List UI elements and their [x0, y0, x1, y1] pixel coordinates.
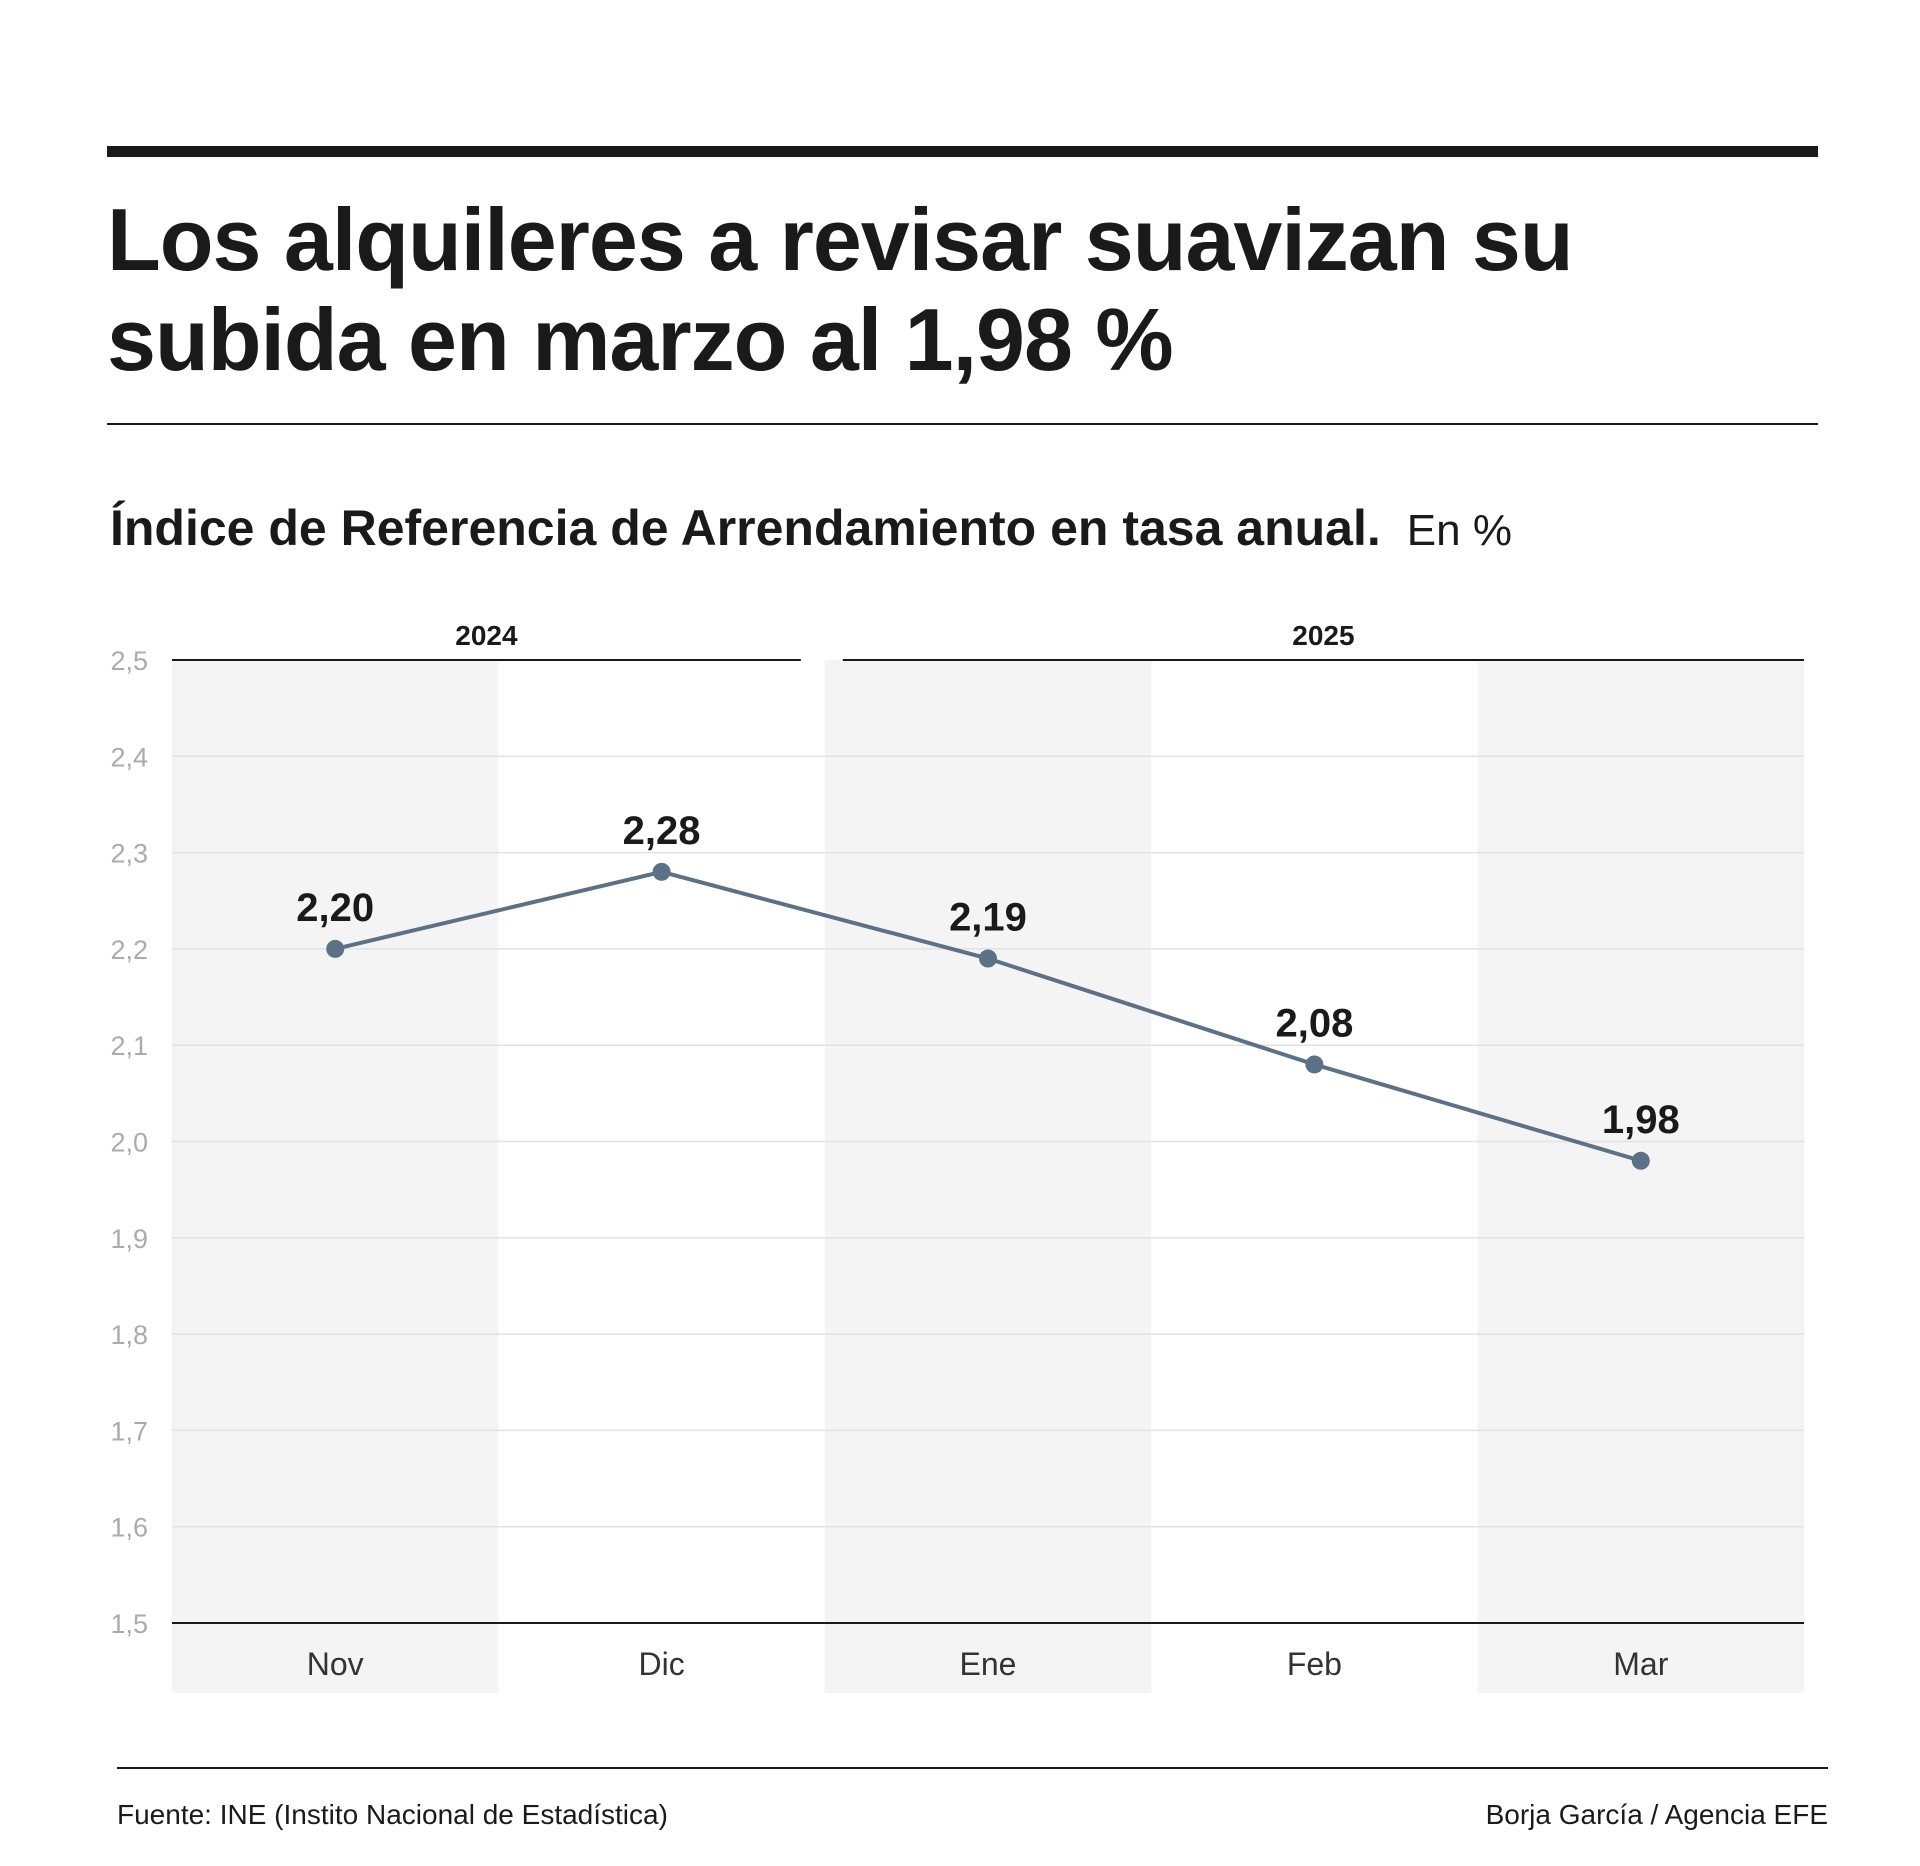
data-label: 2,20: [296, 886, 374, 930]
y-tick-label: 2,0: [110, 1128, 148, 1158]
subtitle-text: Índice de Referencia de Arrendamiento en…: [110, 500, 1381, 556]
x-tick-label: Ene: [960, 1646, 1017, 1682]
y-tick-label: 1,9: [110, 1224, 148, 1254]
data-point: [979, 949, 997, 968]
y-tick-label: 2,5: [110, 646, 148, 676]
y-tick-label: 2,1: [110, 1031, 148, 1061]
x-tick-label: Feb: [1287, 1646, 1342, 1682]
unit-label: En %: [1406, 506, 1512, 555]
page-title: Los alquileres a revisar suavizan su sub…: [107, 190, 1574, 389]
y-tick-label: 1,5: [110, 1609, 148, 1639]
data-point: [1631, 1151, 1650, 1170]
year-label: 2025: [1292, 620, 1354, 651]
line-chart: 1,5 1,6 1,7 1,8 1,9 2,0 2,1 2,2 2,3 2,4 2,5 2024 202…: [110, 620, 1804, 1693]
top-rule: [107, 146, 1818, 157]
data-label: 1,98: [1602, 1098, 1680, 1142]
y-tick-label: 2,2: [110, 935, 148, 965]
title-rule: [107, 423, 1818, 425]
source-note: Fuente: INE (Instito Nacional de Estadís…: [117, 1799, 668, 1830]
footer-rule: [117, 1767, 1828, 1769]
y-tick-label: 1,7: [110, 1416, 148, 1446]
data-label: 2,19: [949, 896, 1027, 940]
column-band: [172, 660, 499, 1693]
y-tick-label: 1,8: [110, 1320, 148, 1350]
column-band: [1477, 660, 1804, 1693]
y-tick-label: 2,4: [110, 742, 148, 772]
data-point: [652, 862, 671, 881]
y-tick-label: 1,6: [110, 1513, 148, 1543]
x-tick-label: Nov: [307, 1646, 364, 1682]
data-point: [326, 939, 345, 958]
x-tick-label: Dic: [638, 1646, 684, 1682]
chart-subtitle: Índice de Referencia de Arrendamiento en…: [110, 498, 1512, 561]
data-label: 2,28: [623, 809, 701, 853]
data-label: 2,08: [1275, 1001, 1353, 1045]
credit-note: Borja García / Agencia EFE: [1485, 1799, 1828, 1830]
y-tick-label: 2,3: [110, 839, 148, 869]
data-point: [1305, 1055, 1324, 1074]
column-band: [824, 660, 1152, 1693]
x-tick-label: Mar: [1613, 1646, 1668, 1682]
year-label: 2024: [455, 620, 518, 651]
